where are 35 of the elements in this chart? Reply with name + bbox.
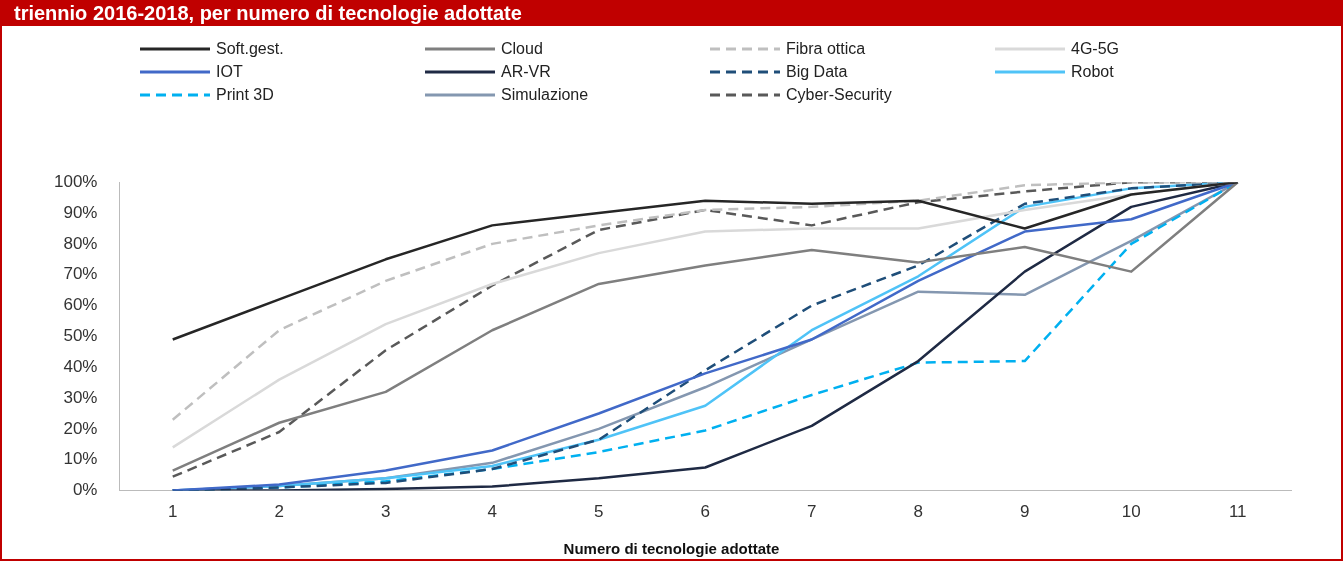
legend-label: 4G-5G — [1071, 40, 1120, 58]
legend-label: IOT — [216, 63, 243, 81]
x-tick-label: 9 — [1020, 502, 1030, 522]
x-tick-label: 1 — [168, 502, 178, 522]
y-tick-label: 10% — [63, 449, 98, 469]
legend-label: Print 3D — [216, 86, 274, 104]
x-tick-label: 7 — [807, 502, 817, 522]
y-tick-label: 0% — [72, 480, 98, 500]
x-tick-label: 2 — [274, 502, 284, 522]
y-tick-label: 100% — [54, 171, 98, 191]
legend-label: Fibra ottica — [786, 40, 866, 58]
x-tick-label: 8 — [913, 502, 923, 522]
legend-label: Cyber-Security — [786, 86, 892, 104]
y-tick-label: 70% — [63, 264, 98, 284]
y-tick-label: 30% — [63, 387, 98, 407]
x-tick-label: 3 — [381, 502, 391, 522]
legend-label: Cloud — [501, 40, 543, 58]
x-tick-label: 11 — [1228, 502, 1247, 522]
x-axis-title: Numero di tecnologie adottate — [562, 540, 781, 557]
x-tick-label: 5 — [594, 502, 604, 522]
legend-label: Simulazione — [501, 86, 589, 104]
x-tick-label: 10 — [1121, 502, 1141, 522]
y-tick-label: 50% — [63, 326, 98, 346]
y-tick-label: 40% — [63, 356, 98, 376]
legend-label: Big Data — [786, 63, 848, 81]
y-tick-label: 80% — [63, 233, 98, 253]
x-tick-label: 6 — [700, 502, 710, 522]
x-tick-label: 4 — [487, 502, 497, 522]
y-tick-label: 60% — [63, 295, 98, 315]
legend-label: Soft.gest. — [216, 40, 284, 58]
legend-label: Robot — [1071, 63, 1114, 81]
y-tick-label: 20% — [63, 418, 98, 438]
y-tick-label: 90% — [63, 202, 98, 222]
legend-label: AR-VR — [501, 63, 551, 81]
chart-title: triennio 2016-2018, per numero di tecnologie adottate — [2, 0, 1341, 26]
